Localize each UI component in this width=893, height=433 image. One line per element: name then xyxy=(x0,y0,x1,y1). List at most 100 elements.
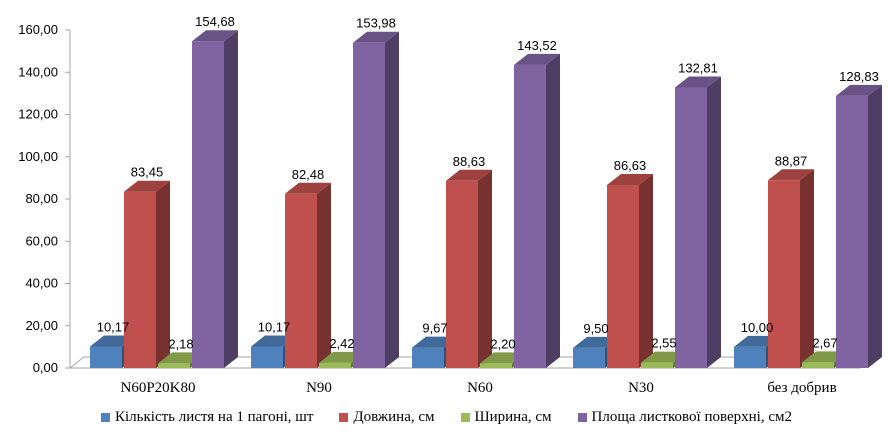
legend-label: Ширина, см xyxy=(474,409,552,425)
bar-top xyxy=(124,180,170,192)
bar-front xyxy=(734,346,766,368)
y-tick-label: 100,00 xyxy=(18,149,58,164)
y-tick-label: 140,00 xyxy=(18,64,58,79)
bar-front xyxy=(480,363,512,368)
legend-label: Площа листкової поверхні, см2 xyxy=(591,409,792,425)
bar-front xyxy=(514,64,546,369)
data-label: 86,63 xyxy=(614,158,647,173)
y-tick-label: 20,00 xyxy=(25,318,58,333)
legend-item: Довжина, см xyxy=(339,409,435,426)
bar-front xyxy=(641,362,673,368)
bar-front xyxy=(90,346,122,368)
data-label: 9,50 xyxy=(583,321,608,336)
legend-label: Кількість листя на 1 пагоні, шт xyxy=(115,409,314,425)
bar-front xyxy=(573,347,605,368)
data-label: 153,98 xyxy=(356,16,396,31)
bar-top xyxy=(192,30,238,42)
y-axis-ticks: 0,00 20,00 40,00 60,00 80,00 100,00 120,00 140,… xyxy=(18,22,70,375)
legend-swatch xyxy=(460,413,470,422)
bar-side xyxy=(546,53,560,369)
data-label: 10,17 xyxy=(97,320,130,335)
bar-side xyxy=(478,169,492,368)
bar-front xyxy=(124,191,156,368)
data-label: 2,20 xyxy=(490,336,515,351)
bar-front xyxy=(836,95,868,369)
legend-item: Кількість листя на 1 пагоні, шт xyxy=(101,409,313,426)
bar-top xyxy=(285,182,331,194)
x-category-label: N90 xyxy=(306,380,332,396)
bar xyxy=(675,76,721,368)
bar-side xyxy=(639,173,653,368)
y-tick-label: 0,00 xyxy=(33,360,58,375)
bar xyxy=(446,169,492,368)
bar-side xyxy=(224,30,238,369)
legend-swatch xyxy=(339,413,349,422)
bar-front xyxy=(192,41,224,369)
bar-top xyxy=(768,169,814,181)
bar xyxy=(192,30,238,369)
bar-side xyxy=(385,31,399,368)
bar-top xyxy=(446,169,492,181)
bar xyxy=(607,173,653,368)
bar-front xyxy=(768,180,800,368)
data-label: 83,45 xyxy=(131,165,164,180)
y-tick-label: 80,00 xyxy=(25,191,58,206)
bar-side xyxy=(868,84,882,369)
data-label: 88,87 xyxy=(775,153,808,168)
data-label: 82,48 xyxy=(292,167,325,182)
data-label: 2,55 xyxy=(651,336,676,351)
bar-front xyxy=(353,42,385,368)
legend-item: Ширина, см xyxy=(460,409,552,426)
bar xyxy=(768,169,814,368)
bar-top xyxy=(514,53,560,65)
bar-front xyxy=(675,87,707,368)
bar-side xyxy=(707,76,721,368)
y-tick-label: 40,00 xyxy=(25,276,58,291)
bar xyxy=(124,180,170,368)
legend-label: Довжина, см xyxy=(353,409,435,425)
bar-front xyxy=(802,362,834,368)
data-label: 2,42 xyxy=(329,336,354,351)
data-label: 88,63 xyxy=(453,154,486,169)
bar-front xyxy=(412,347,444,368)
bar-top xyxy=(607,173,653,185)
bar-front xyxy=(319,362,351,368)
x-category-label: без добрив xyxy=(767,380,836,396)
x-category-label: N60 xyxy=(467,380,493,396)
bar xyxy=(836,84,882,369)
x-category-label: N30 xyxy=(628,380,654,396)
bar-side xyxy=(156,180,170,368)
bar-top xyxy=(836,84,882,96)
legend-item: Площа листкової поверхні, см2 xyxy=(577,409,792,426)
y-tick-label: 60,00 xyxy=(25,233,58,248)
legend-swatch xyxy=(577,413,587,422)
bar-top xyxy=(353,31,399,43)
bar xyxy=(514,53,560,369)
data-label: 2,18 xyxy=(168,336,193,351)
data-label: 154,68 xyxy=(195,14,235,29)
data-label: 9,67 xyxy=(422,321,447,336)
chart-legend: Кількість листя на 1 пагоні, шт Довжина, … xyxy=(0,409,893,426)
data-labels: 10,17 83,45 2,18 154,68 10,17 82,48 2,42 153,98… xyxy=(97,14,879,351)
x-axis-categories: N60P20K80 N90 N60 N30 без добрив xyxy=(120,380,836,396)
bar-chart: 0,00 20,00 40,00 60,00 80,00 100,00 120,00 140,… xyxy=(18,14,882,396)
x-category-label: N60P20K80 xyxy=(120,380,195,396)
bar-front xyxy=(607,184,639,368)
bar-front xyxy=(251,346,283,368)
data-label: 2,67 xyxy=(812,335,837,350)
data-label: 128,83 xyxy=(839,69,879,84)
y-tick-label: 120,00 xyxy=(18,107,58,122)
data-label: 132,81 xyxy=(678,60,718,75)
bar-side xyxy=(317,182,331,368)
data-label: 143,52 xyxy=(517,38,557,53)
bar-front xyxy=(158,363,190,368)
chart-bars xyxy=(90,30,882,369)
bar xyxy=(353,31,399,368)
bar xyxy=(285,182,331,368)
legend-swatch xyxy=(101,413,110,422)
bar-side xyxy=(800,169,814,368)
data-label: 10,00 xyxy=(741,320,774,335)
bar-front xyxy=(446,180,478,368)
bar-top xyxy=(675,76,721,88)
bar-front xyxy=(285,193,317,368)
